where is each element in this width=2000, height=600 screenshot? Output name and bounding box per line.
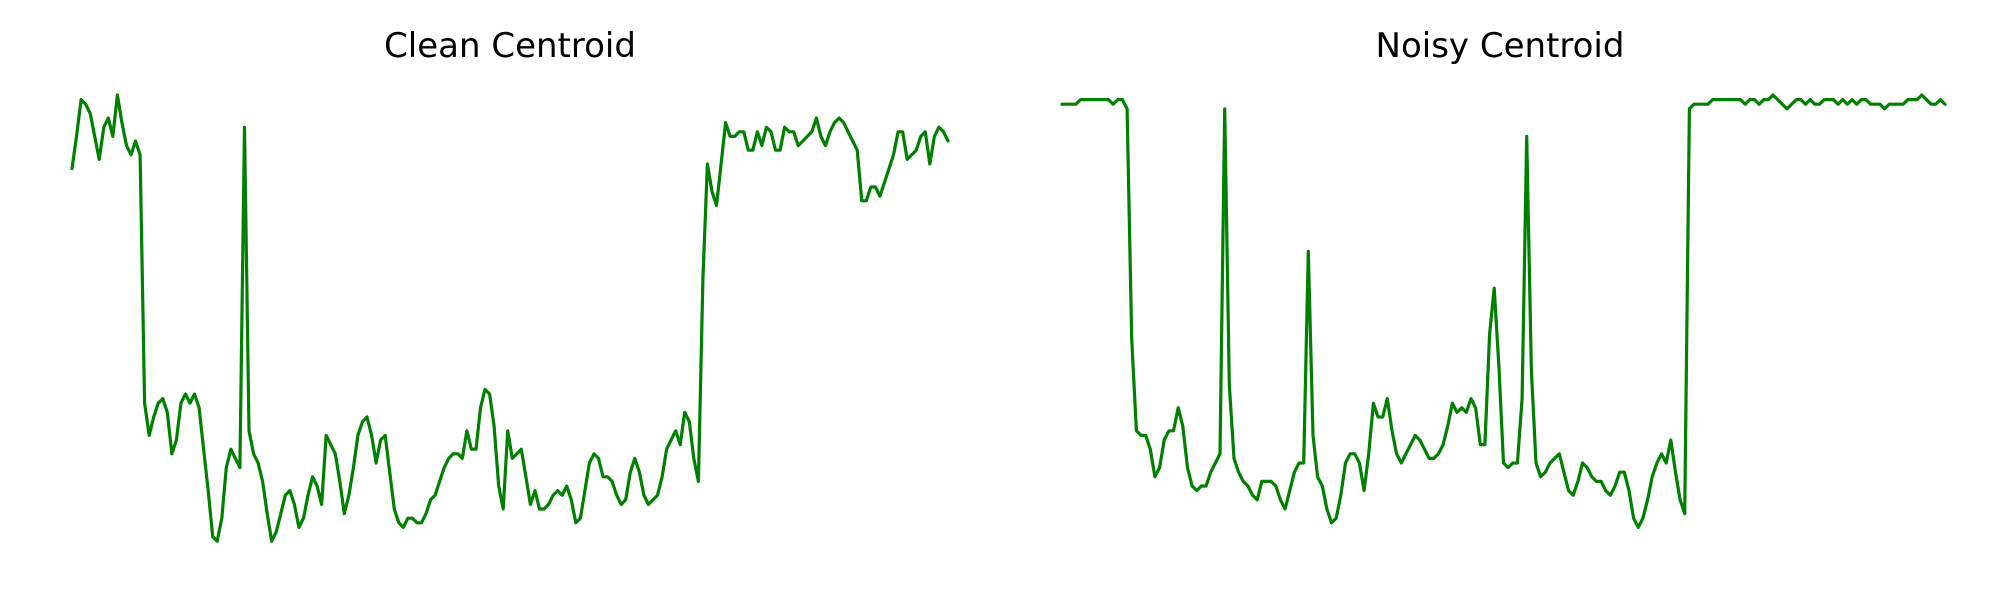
noisy-centroid-series-line [1060, 93, 1947, 530]
chart-title: Noisy Centroid [1376, 26, 1625, 66]
clean-centroid-series-line [70, 93, 950, 543]
chart-title: Clean Centroid [384, 26, 636, 66]
clean-centroid-chart: Clean Centroid [70, 26, 950, 543]
noisy-centroid-chart: Noisy Centroid [1060, 26, 1947, 530]
